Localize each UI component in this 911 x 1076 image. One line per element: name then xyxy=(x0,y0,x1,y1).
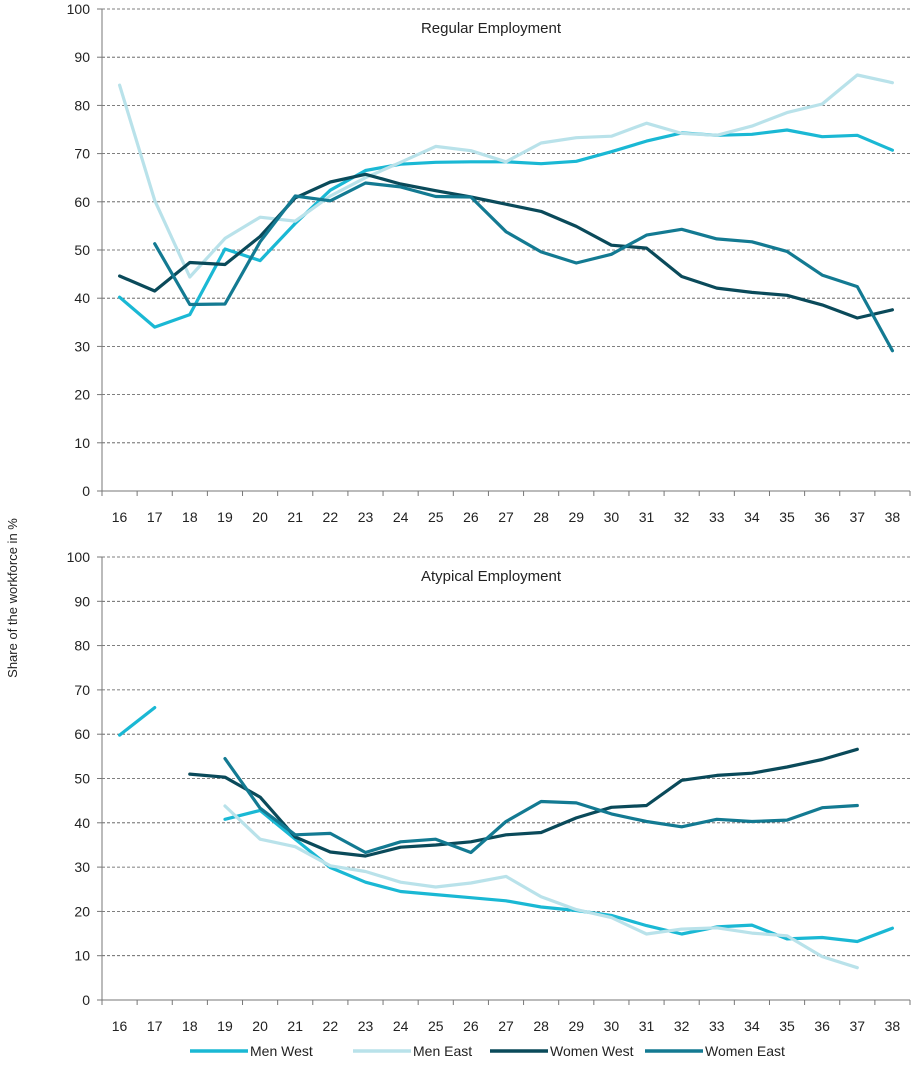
x-tick-label: 34 xyxy=(744,509,760,525)
x-tick-label: 31 xyxy=(639,509,655,525)
legend-item-women-west: Women West xyxy=(490,1043,634,1059)
y-tick-label: 50 xyxy=(74,771,90,787)
y-tick-label: 80 xyxy=(74,97,90,113)
x-tick-label: 35 xyxy=(779,509,795,525)
x-tick-label: 16 xyxy=(112,1018,128,1034)
y-tick-label: 90 xyxy=(74,49,90,65)
y-tick-label: 0 xyxy=(82,992,90,1008)
chart-panel-2: 0 10 20 30 40 50 60 70 80 90 100 16 17 18 19 20 21 22 23 24… xyxy=(67,549,911,1034)
y-tick-label: 100 xyxy=(67,549,91,565)
x-tick-label: 38 xyxy=(885,1018,901,1034)
chart-title: Regular Employment xyxy=(421,20,562,37)
x-tick-label: 37 xyxy=(850,1018,866,1034)
series-line-men-east xyxy=(117,73,895,279)
y-tick-label: 100 xyxy=(67,1,91,17)
x-tick-label: 23 xyxy=(358,1018,374,1034)
chart-panel-1: 0 10 20 30 40 50 60 70 80 90 100 16 17 18 19 20 21 22 23 24… xyxy=(67,1,911,525)
x-tick-label: 37 xyxy=(850,509,866,525)
y-tick-label: 0 xyxy=(82,483,90,499)
legend-label: Men West xyxy=(250,1043,313,1059)
x-tick-label: 34 xyxy=(744,1018,760,1034)
x-tick-label: 24 xyxy=(393,509,409,525)
legend-item-women-east: Women East xyxy=(645,1043,785,1059)
y-tick-label: 80 xyxy=(74,638,90,654)
legend-label: Men East xyxy=(413,1043,472,1059)
y-axis-label: Share of the workforce in % xyxy=(5,518,20,678)
x-tick-label: 17 xyxy=(147,509,163,525)
y-tick-label: 30 xyxy=(74,338,90,354)
y-tick-label: 30 xyxy=(74,859,90,875)
x-tick-label: 35 xyxy=(779,1018,795,1034)
series-line-women-east xyxy=(223,756,859,855)
x-tick-label: 32 xyxy=(674,509,690,525)
x-tick-label: 21 xyxy=(287,1018,303,1034)
legend-label: Women West xyxy=(550,1043,634,1059)
x-tick-label: 23 xyxy=(358,509,374,525)
series-line-men-west xyxy=(117,128,895,329)
series-line-women-east xyxy=(153,181,895,353)
series-line-women-west xyxy=(188,747,859,858)
y-tick-label: 70 xyxy=(74,146,90,162)
y-tick-label: 20 xyxy=(74,903,90,919)
x-tick-label: 17 xyxy=(147,1018,163,1034)
y-tick-label: 90 xyxy=(74,593,90,609)
x-tick-label: 25 xyxy=(428,1018,444,1034)
y-tick-label: 60 xyxy=(74,194,90,210)
x-tick-label: 26 xyxy=(463,509,479,525)
y-tick-label: 20 xyxy=(74,387,90,403)
x-tick-label: 20 xyxy=(252,1018,268,1034)
x-tick-label: 28 xyxy=(533,509,549,525)
chart-title: Atypical Employment xyxy=(421,568,562,585)
x-tick-label: 19 xyxy=(217,509,233,525)
x-tick-label: 30 xyxy=(604,1018,620,1034)
x-tick-label: 30 xyxy=(604,509,620,525)
x-tick-label: 28 xyxy=(533,1018,549,1034)
y-tick-label: 40 xyxy=(74,815,90,831)
y-tick-label: 50 xyxy=(74,242,90,258)
series-line-men-west xyxy=(117,705,157,737)
series-line-women-west xyxy=(117,172,895,320)
y-tick-label: 10 xyxy=(74,435,90,451)
legend-item-men-west: Men West xyxy=(190,1043,313,1059)
x-tick-label: 16 xyxy=(112,509,128,525)
x-tick-label: 36 xyxy=(814,1018,830,1034)
x-tick-label: 25 xyxy=(428,509,444,525)
x-tick-label: 33 xyxy=(709,1018,725,1034)
x-tick-label: 32 xyxy=(674,1018,690,1034)
x-tick-label: 22 xyxy=(323,509,339,525)
x-tick-label: 24 xyxy=(393,1018,409,1034)
x-tick-label: 27 xyxy=(498,509,514,525)
legend-item-men-east: Men East xyxy=(353,1043,472,1059)
x-tick-label: 36 xyxy=(814,509,830,525)
x-tick-label: 20 xyxy=(252,509,268,525)
y-tick-label: 60 xyxy=(74,726,90,742)
x-tick-label: 18 xyxy=(182,509,198,525)
x-tick-label: 18 xyxy=(182,1018,198,1034)
x-tick-label: 22 xyxy=(323,1018,339,1034)
x-tick-label: 29 xyxy=(568,1018,584,1034)
legend: Men West Men East Women West Women East xyxy=(190,1043,785,1059)
legend-label: Women East xyxy=(705,1043,785,1059)
series-line-men-west xyxy=(223,808,895,944)
x-tick-label: 38 xyxy=(885,509,901,525)
y-tick-label: 70 xyxy=(74,682,90,698)
y-tick-label: 10 xyxy=(74,948,90,964)
x-tick-label: 26 xyxy=(463,1018,479,1034)
x-tick-label: 31 xyxy=(639,1018,655,1034)
x-tick-label: 33 xyxy=(709,509,725,525)
series-line-men-east xyxy=(223,804,859,970)
x-tick-label: 21 xyxy=(287,509,303,525)
x-tick-label: 27 xyxy=(498,1018,514,1034)
y-tick-label: 40 xyxy=(74,290,90,306)
x-tick-label: 19 xyxy=(217,1018,233,1034)
x-tick-label: 29 xyxy=(568,509,584,525)
